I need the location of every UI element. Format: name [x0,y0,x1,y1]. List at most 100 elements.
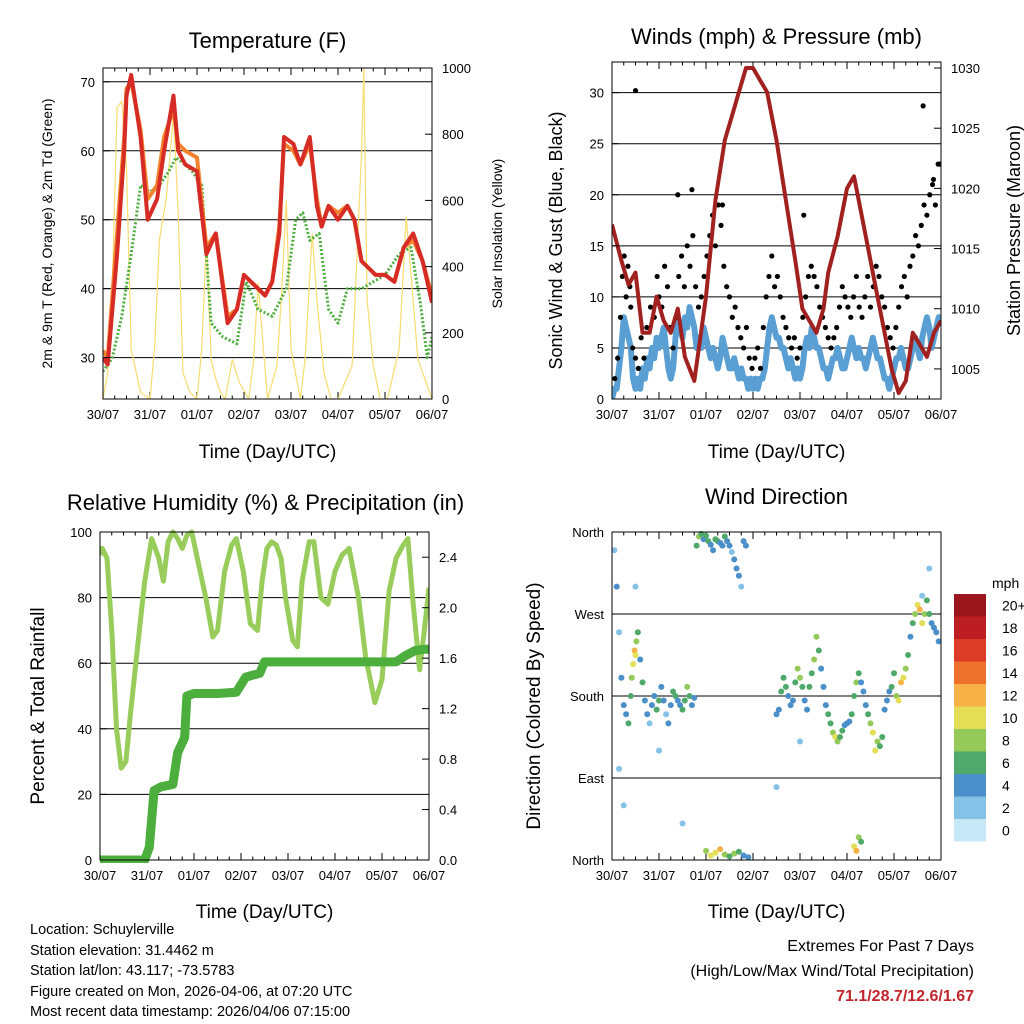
gust-point [647,304,654,310]
direction-point [691,694,698,701]
x-tick-label: 30/07 [596,868,629,883]
solar-line [103,68,432,399]
direction-point [902,665,909,672]
direction-point [644,711,651,718]
direction-point [785,693,792,699]
direction-point [867,720,874,727]
legend-swatch [954,684,986,707]
temp-y-label: 60 [81,144,95,159]
gust-point [774,273,781,280]
x-tick-label: 31/07 [643,407,676,422]
direction-point [879,734,886,740]
direction-point [797,674,803,681]
gust-point [732,304,738,310]
legend-title: mph [992,575,1019,591]
direction-point [829,729,836,736]
temp-y-label: 70 [81,75,95,90]
rh-y-label: 40 [78,722,92,737]
x-tick-label: 01/07 [178,868,211,883]
direction-point [780,674,787,681]
gust-point [853,273,860,280]
gust-point [735,324,741,331]
direction-point [740,852,747,859]
gust-point [920,103,926,109]
direction-point [782,683,789,690]
direction-point [886,688,893,695]
gust-point [693,284,699,290]
gust-point [698,294,704,300]
direction-point [628,674,635,681]
gust-point [718,222,724,228]
direction-point [853,679,860,686]
gust-point [676,273,682,280]
direction-point [612,547,618,554]
gust-point [749,365,755,371]
direction-point [651,693,658,699]
direction-point [710,547,717,554]
legend-label: 4 [1002,777,1010,793]
legend-label: 18 [1002,620,1018,636]
direction-point [792,679,799,686]
precip-y-label: 2.4 [439,550,457,565]
rh-y-label: Percent & Total Rainfall [28,607,49,804]
x-tick-label: 03/07 [784,868,817,883]
gust-point [752,355,758,361]
panel-winds: 30/07 31/07 01/07 02/07 03/07 04/07 05/07 06/07… [546,24,1024,463]
gust-point [850,294,857,300]
wind-frame [611,61,942,400]
direction-point [919,592,926,599]
direction-point [703,847,709,854]
x-tick-label: 30/07 [596,407,629,422]
gust-point [621,253,627,259]
wind-y-label: 25 [590,137,604,152]
gust-point [719,202,726,208]
direction-point [663,711,670,718]
precip-y-label: 1.6 [439,651,457,666]
direction-point [616,765,623,772]
direction-point [679,706,686,713]
panel-temperature: 30/07 31/07 01/07 02/07 03/07 04/07 05/07 06/07… [39,28,505,463]
gust-point [757,365,764,371]
direction-point [909,620,916,627]
wind-y-label: Sonic Wind & Gust (Blue, Black) [546,111,566,369]
gust-point [726,294,733,300]
x-tick-label: 06/07 [413,868,446,883]
direction-point [923,597,930,604]
precip-y-label: 0.4 [439,803,457,818]
speed-legend: mph 0 2 4 6 8 10 12 14 16 18 20+ [954,575,1024,842]
direction-point [745,854,752,861]
solar-y-label: 600 [442,193,464,208]
station-location: Location: Schuylerville [30,922,175,938]
direction-point [827,720,834,727]
direction-point [787,702,794,709]
direction-point [634,629,641,636]
direction-point [818,665,825,672]
rh-y-label: 0 [85,853,92,868]
direction-point [620,702,627,709]
gust-point [755,345,761,351]
gust-point [822,324,828,331]
gust-point [937,161,941,167]
extremes-box: Extremes For Past 7 Days (High/Low/Max W… [690,934,974,1009]
x-tick-label: 01/07 [690,407,723,422]
x-tick-label: 05/07 [369,407,402,422]
rh-y-label: 60 [78,656,92,671]
gust-point [834,324,840,331]
gust-point [644,324,650,331]
gust-point [893,324,899,331]
panel-direction: 30/07 31/07 01/07 02/07 03/07 04/07 05/07 06/07… [524,484,957,923]
wind-y-label: 20 [590,188,604,203]
gust-point [743,324,750,331]
legend-label: 8 [1002,732,1010,748]
precip-y-label: 0.0 [439,853,457,868]
gust-point [777,294,783,300]
gust-point [721,263,727,269]
extremes-values: 71.1/28.7/12.6/1.67 [836,988,974,1005]
panel-humidity: 30/07 31/07 01/07 02/07 03/07 04/07 05/07 06/07… [28,490,464,923]
direction-point [740,538,747,545]
legend-swatch [954,796,986,819]
direction-point [648,702,655,709]
rh-y-label: 80 [78,591,92,606]
gust-point [687,263,693,269]
